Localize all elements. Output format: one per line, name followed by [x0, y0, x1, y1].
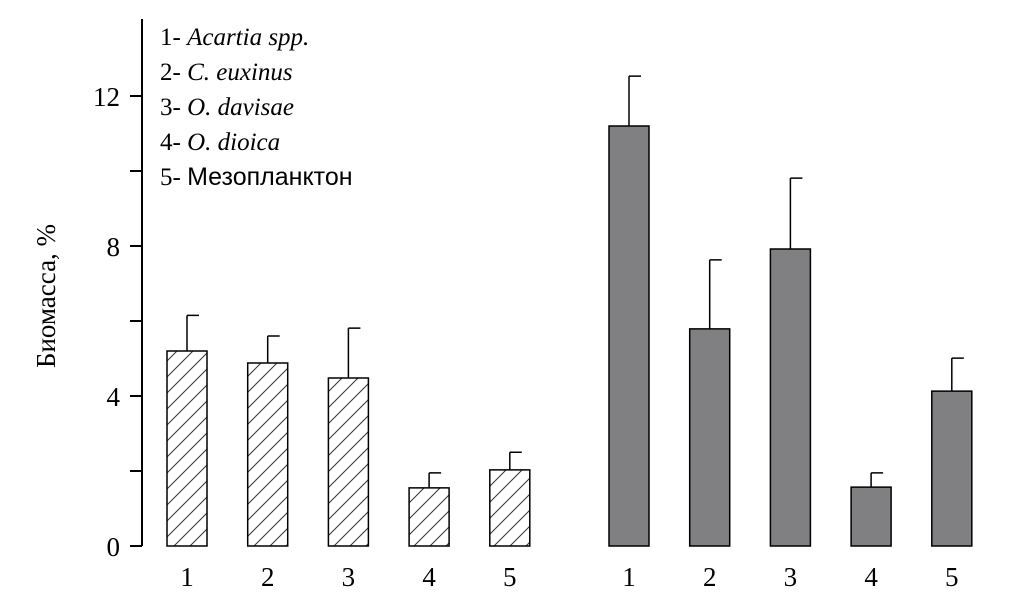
legend-number: 1-: [160, 24, 187, 51]
bar-group-hatched-2: [246, 362, 289, 547]
x-tick-label: 1: [622, 562, 636, 592]
legend-entry: 1- Acartia spp.: [160, 24, 309, 51]
bar-group-gray-4: [850, 486, 892, 547]
legend-entry: 3- O. davisae: [160, 94, 294, 121]
legend-label: O. davisae: [187, 94, 294, 121]
legend-label: O. dioica: [187, 129, 280, 156]
legend-number: 2-: [160, 59, 187, 86]
y-tick-label: 8: [107, 232, 121, 262]
bar-group-hatched-1: [166, 350, 208, 547]
legend-number: 4-: [160, 129, 187, 156]
legend-entry: 5- Мезопланктон: [160, 163, 353, 191]
bar-group-hatched-5: [489, 469, 531, 547]
bar-group-gray-1: [608, 125, 650, 547]
x-tick-label: 1: [180, 562, 194, 592]
legend-entry: 2- C. euxinus: [160, 59, 293, 86]
x-tick-label: 5: [945, 562, 959, 592]
x-tick-label: 4: [864, 562, 878, 592]
y-tick-label: 0: [107, 532, 121, 562]
legend-label: Мезопланктон: [187, 163, 352, 191]
bar-group-hatched-4: [408, 487, 450, 547]
x-tick-label: 2: [261, 562, 275, 592]
legend-entry: 4- O. dioica: [160, 129, 280, 156]
x-tick-label: 2: [703, 562, 717, 592]
legend-label: C. euxinus: [187, 59, 293, 86]
bar-group-gray-5: [931, 390, 973, 547]
x-tick-label: 3: [784, 562, 798, 592]
x-tick-label: 5: [503, 562, 517, 592]
x-tick-label: 4: [422, 562, 436, 592]
y-axis-label: Биомасса, %: [31, 224, 61, 368]
bar-group-gray-2: [688, 328, 731, 547]
x-tick-label: 3: [342, 562, 356, 592]
bar-group-gray-3: [769, 248, 812, 547]
bar-group-hatched-3: [327, 377, 370, 547]
y-tick-label: 12: [93, 82, 120, 112]
legend-label: Acartia spp.: [185, 24, 309, 51]
legend-number: 3-: [160, 94, 187, 121]
y-tick-label: 4: [107, 382, 121, 412]
legend-number: 5-: [160, 164, 187, 191]
